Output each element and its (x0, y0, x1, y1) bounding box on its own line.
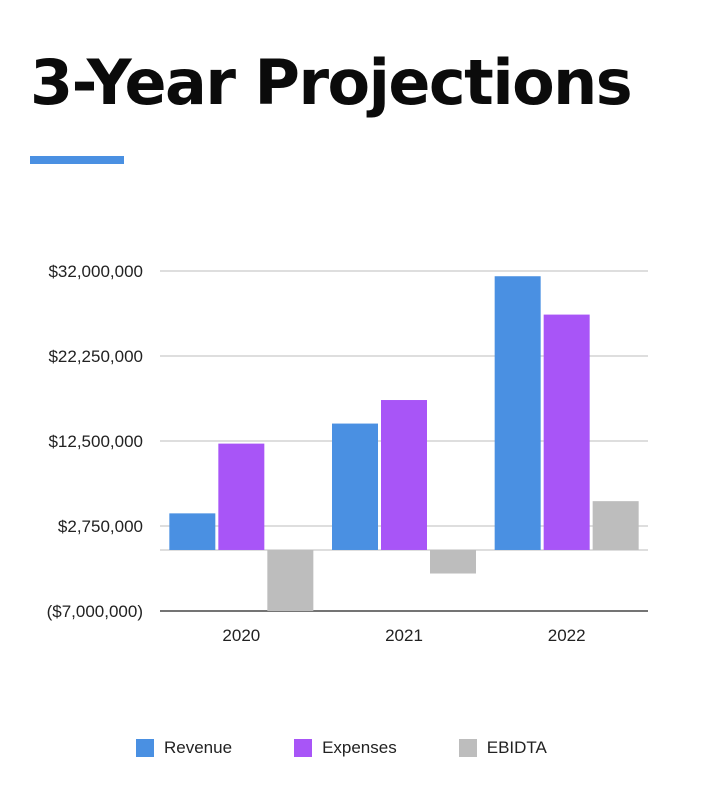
bar-expenses-2020 (218, 443, 265, 550)
legend-label-revenue: Revenue (164, 738, 233, 757)
y-tick-label: $2,750,000 (58, 517, 143, 536)
bar-revenue-2021 (332, 423, 378, 550)
page-title: 3-Year Projections (30, 46, 633, 119)
legend-swatch-ebidta (458, 739, 477, 757)
legend-label-ebidta: EBIDTA (486, 738, 547, 757)
chart-legend: Revenue Expenses EBIDTA (136, 738, 547, 758)
bar-revenue-2020 (169, 513, 216, 550)
legend-item-expenses: Expenses (294, 738, 397, 758)
bar-expenses-2022 (543, 314, 590, 550)
y-tick-label: $22,250,000 (48, 347, 143, 366)
y-tick-label: $32,000,000 (48, 262, 143, 281)
bar-revenue-2022 (494, 276, 541, 550)
legend-label-expenses: Expenses (322, 738, 397, 757)
title-accent-bar (30, 156, 124, 164)
y-tick-label: ($7,000,000) (47, 602, 143, 621)
legend-swatch-revenue (136, 739, 154, 757)
bar-ebidta-2020 (267, 549, 314, 611)
bar-ebidta-2022 (592, 501, 639, 550)
legend-item-revenue: Revenue (136, 738, 232, 758)
bar-expenses-2021 (381, 400, 427, 550)
bar-ebidta-2021 (430, 549, 476, 574)
legend-swatch-expenses (294, 739, 313, 757)
y-tick-label: $12,500,000 (48, 432, 143, 451)
legend-item-ebidta: EBIDTA (458, 738, 547, 758)
x-tick-label: 2021 (385, 626, 423, 645)
x-tick-label: 2020 (222, 626, 260, 645)
x-tick-label: 2022 (548, 626, 586, 645)
